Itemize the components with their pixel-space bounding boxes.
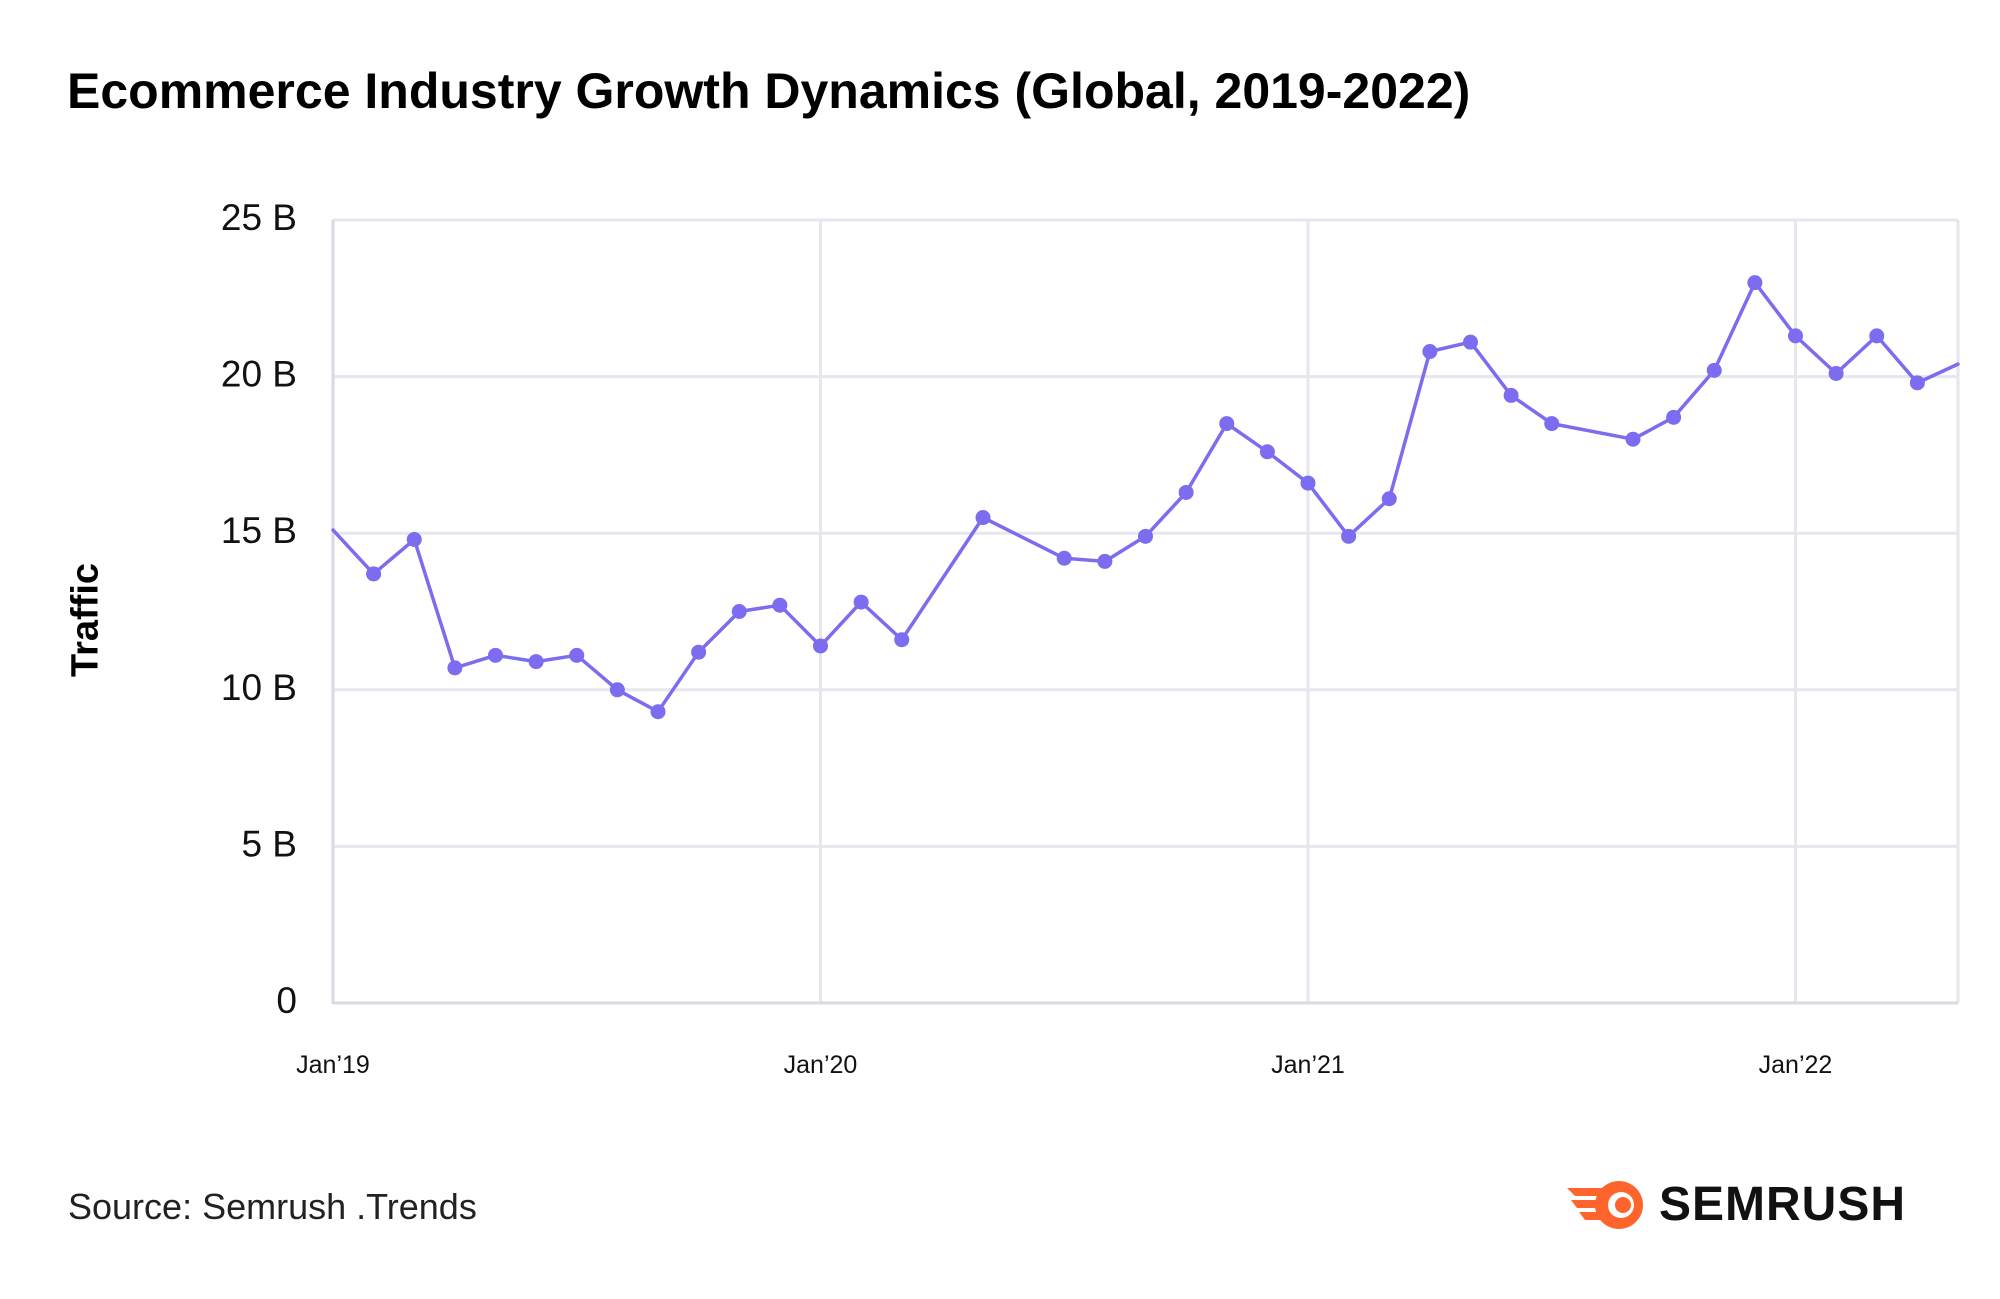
data-point — [1178, 484, 1194, 500]
data-point — [1828, 365, 1844, 381]
data-point — [731, 604, 747, 619]
data-point — [1300, 475, 1316, 491]
y-tick-label: 25 B — [221, 197, 297, 238]
axes — [331, 220, 1958, 1005]
semrush-fireball-icon — [1567, 1180, 1643, 1229]
data-point — [1259, 444, 1275, 460]
data-point — [569, 647, 585, 663]
data-point — [609, 682, 625, 698]
data-point — [1503, 387, 1519, 403]
data-point — [1097, 553, 1113, 569]
y-tick-label: 10 B — [221, 667, 297, 708]
data-point — [1869, 328, 1885, 344]
data-point — [772, 597, 788, 613]
data-point — [1544, 416, 1560, 432]
data-point — [447, 660, 463, 676]
data-point — [366, 566, 382, 582]
data-point — [488, 647, 503, 663]
x-tick-label: Jan’22 — [1759, 1051, 1833, 1079]
data-point — [1381, 491, 1397, 507]
data-point — [1788, 328, 1803, 344]
series-line — [331, 280, 1960, 714]
y-tick-label: 5 B — [241, 823, 297, 864]
data-point — [894, 632, 910, 648]
data-point — [853, 594, 869, 610]
y-tick-label: 20 B — [221, 354, 297, 395]
data-point — [1463, 334, 1478, 350]
data-point — [1341, 528, 1357, 544]
x-tick-label: Jan’19 — [296, 1051, 370, 1079]
data-point — [406, 531, 422, 547]
data-point — [1138, 528, 1153, 544]
data-point — [528, 654, 544, 670]
data-point — [1909, 375, 1925, 391]
brand-name: SEMRUSH — [1659, 1178, 1907, 1231]
data-point — [1747, 275, 1763, 291]
data-point — [1666, 409, 1682, 425]
grid — [333, 218, 1960, 1003]
y-tick-label: 15 B — [221, 510, 297, 551]
data-point — [650, 704, 666, 720]
data-point — [691, 644, 707, 660]
data-point — [975, 510, 991, 526]
tick-labels: 0 5 B 10 B 15 B 20 B 25 B Jan’19 Jan’20 Jan’21 Ja… — [221, 197, 1832, 1079]
data-point — [813, 638, 828, 654]
chart-title: Ecommerce Industry Growth Dynamics (Glob… — [67, 63, 1471, 119]
y-tick-label: 0 — [276, 980, 297, 1021]
semrush-logo: SEMRUSH — [1565, 1177, 1906, 1232]
data-point — [1219, 416, 1235, 432]
data-point — [1706, 362, 1722, 378]
x-tick-label: Jan’20 — [784, 1051, 858, 1079]
series-traffic — [331, 275, 1960, 720]
data-point — [1056, 550, 1072, 566]
data-point — [1625, 431, 1641, 447]
x-tick-label: Jan’21 — [1271, 1051, 1345, 1079]
source-note: Source: Semrush .Trends — [68, 1186, 477, 1227]
data-point — [1422, 344, 1438, 360]
